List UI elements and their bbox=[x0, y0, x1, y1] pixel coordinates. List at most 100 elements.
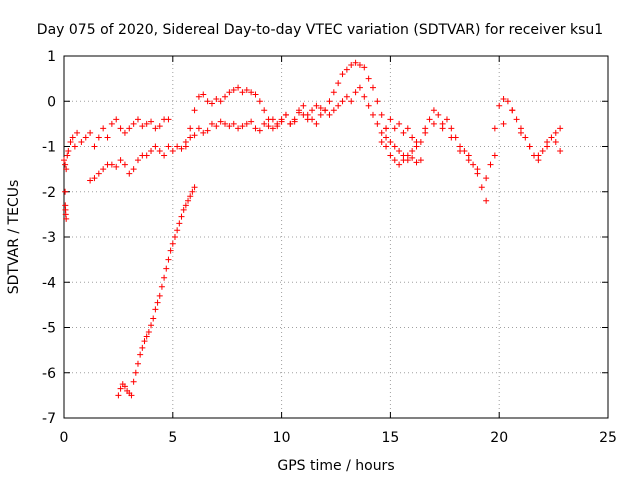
data-point bbox=[378, 138, 385, 145]
data-point bbox=[217, 98, 224, 105]
chart-title: Day 075 of 2020, Sidereal Day-to-day VTE… bbox=[37, 22, 603, 38]
data-point bbox=[387, 116, 394, 123]
y-tick-label: 0 bbox=[47, 94, 56, 110]
data-point bbox=[150, 315, 157, 322]
data-point bbox=[326, 98, 333, 105]
data-point bbox=[426, 116, 433, 123]
data-point bbox=[261, 107, 268, 114]
data-point bbox=[296, 107, 303, 114]
data-point bbox=[117, 157, 124, 164]
data-point bbox=[356, 84, 363, 91]
data-point bbox=[156, 148, 163, 155]
data-point bbox=[317, 111, 324, 118]
data-point bbox=[95, 134, 102, 141]
data-point bbox=[483, 197, 490, 204]
series-trace-c bbox=[87, 84, 424, 184]
x-tick-label: 5 bbox=[168, 430, 177, 446]
data-point bbox=[509, 107, 516, 114]
data-point bbox=[169, 240, 176, 247]
data-point bbox=[361, 93, 368, 100]
data-point bbox=[274, 123, 281, 130]
data-point bbox=[145, 329, 152, 336]
data-point bbox=[404, 125, 411, 132]
data-marks bbox=[61, 59, 564, 399]
data-point bbox=[409, 154, 416, 161]
grid bbox=[64, 56, 608, 418]
y-tick-label: 1 bbox=[47, 49, 56, 65]
data-point bbox=[374, 120, 381, 127]
data-point bbox=[430, 120, 437, 127]
data-point bbox=[115, 392, 122, 399]
data-point bbox=[287, 120, 294, 127]
data-point bbox=[252, 91, 259, 98]
series-trace-f bbox=[383, 95, 564, 204]
data-point bbox=[256, 98, 263, 105]
data-point bbox=[409, 134, 416, 141]
data-point bbox=[180, 206, 187, 213]
data-point bbox=[500, 120, 507, 127]
data-point bbox=[113, 163, 120, 170]
data-point bbox=[269, 125, 276, 132]
data-point bbox=[300, 102, 307, 109]
data-point bbox=[343, 93, 350, 100]
data-point bbox=[309, 107, 316, 114]
data-point bbox=[165, 116, 172, 123]
x-tick-label: 0 bbox=[60, 430, 69, 446]
data-point bbox=[185, 197, 192, 204]
y-tick-label: -7 bbox=[42, 411, 56, 427]
data-point bbox=[126, 170, 133, 177]
data-point bbox=[167, 247, 174, 254]
data-point bbox=[256, 127, 263, 134]
data-point bbox=[134, 116, 141, 123]
data-point bbox=[195, 93, 202, 100]
data-point bbox=[189, 188, 196, 195]
x-tick-label: 20 bbox=[490, 430, 508, 446]
data-point bbox=[169, 148, 176, 155]
data-point bbox=[176, 220, 183, 227]
data-point bbox=[158, 283, 165, 290]
data-point bbox=[487, 161, 494, 168]
data-point bbox=[95, 170, 102, 177]
data-point bbox=[526, 143, 533, 150]
series-trace-d bbox=[115, 184, 198, 399]
data-point bbox=[374, 98, 381, 105]
data-point bbox=[174, 143, 181, 150]
data-point bbox=[330, 107, 337, 114]
y-tick-label: -5 bbox=[42, 321, 56, 337]
data-point bbox=[396, 161, 403, 168]
data-point bbox=[152, 125, 159, 132]
data-point bbox=[474, 166, 481, 173]
data-point bbox=[483, 175, 490, 182]
data-point bbox=[213, 95, 220, 102]
data-point bbox=[552, 138, 559, 145]
data-point bbox=[448, 125, 455, 132]
data-point bbox=[143, 333, 150, 340]
data-point bbox=[130, 166, 137, 173]
data-point bbox=[130, 378, 137, 385]
data-point bbox=[121, 383, 128, 390]
data-point bbox=[182, 202, 189, 209]
data-point bbox=[387, 138, 394, 145]
data-point bbox=[104, 134, 111, 141]
data-point bbox=[365, 102, 372, 109]
data-point bbox=[100, 125, 107, 132]
y-tick-label: -4 bbox=[42, 275, 56, 291]
data-point bbox=[322, 107, 329, 114]
data-point bbox=[217, 118, 224, 125]
data-point bbox=[117, 125, 124, 132]
data-point bbox=[61, 157, 67, 164]
data-point bbox=[200, 91, 207, 98]
data-point bbox=[108, 120, 115, 127]
data-point bbox=[71, 143, 78, 150]
data-point bbox=[335, 102, 342, 109]
data-point bbox=[87, 177, 94, 184]
data-point bbox=[222, 120, 229, 127]
data-point bbox=[230, 120, 237, 127]
data-point bbox=[448, 134, 455, 141]
x-tick-label: 10 bbox=[273, 430, 291, 446]
data-point bbox=[356, 62, 363, 69]
data-point bbox=[326, 111, 333, 118]
data-point bbox=[161, 152, 168, 159]
data-point bbox=[226, 123, 233, 130]
data-point bbox=[291, 118, 298, 125]
